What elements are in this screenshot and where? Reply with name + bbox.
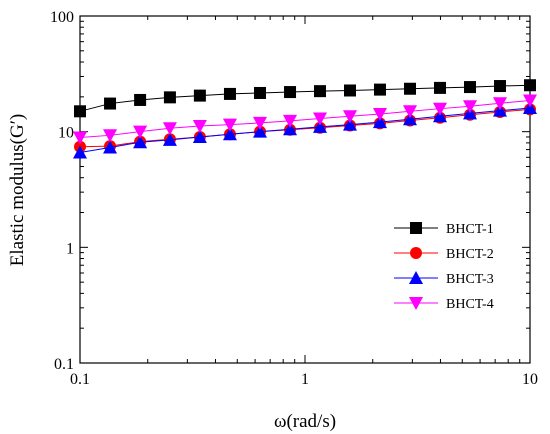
series-line bbox=[79, 107, 531, 154]
x-tick-label: 0.1 bbox=[70, 371, 90, 388]
data-point bbox=[73, 131, 87, 145]
data-point bbox=[104, 97, 117, 110]
data-point bbox=[74, 105, 86, 118]
data-point bbox=[524, 79, 536, 92]
data-point bbox=[222, 127, 237, 141]
data-point bbox=[492, 97, 507, 111]
y-tick-label: 0.1 bbox=[54, 356, 74, 373]
x-tick-label: 10 bbox=[522, 371, 538, 388]
x-axis-label: ω(rad/s) bbox=[274, 411, 336, 432]
data-point bbox=[313, 112, 328, 126]
legend-item: BHCT-2 bbox=[394, 247, 494, 262]
data-point bbox=[493, 80, 506, 93]
ticks: 0.1 1 10 0.1 1 10 100 bbox=[50, 9, 538, 388]
series-line bbox=[79, 84, 531, 112]
data-point bbox=[404, 82, 417, 95]
data-point bbox=[162, 132, 177, 146]
data-point bbox=[133, 135, 148, 149]
legend-item: BHCT-1 bbox=[394, 222, 494, 237]
data-point bbox=[103, 140, 118, 154]
legend-label: BHCT-1 bbox=[446, 222, 494, 237]
data-point bbox=[222, 118, 237, 132]
data-point bbox=[372, 108, 387, 122]
data-point bbox=[133, 125, 148, 139]
y-tick-label: 10 bbox=[58, 125, 74, 142]
data-point bbox=[432, 102, 447, 116]
data-point bbox=[433, 81, 446, 94]
data-point bbox=[344, 84, 357, 97]
x-tick-label: 1 bbox=[301, 371, 309, 388]
data-point bbox=[313, 119, 328, 133]
data-point bbox=[283, 122, 298, 136]
data-point bbox=[284, 86, 297, 99]
legend-marker bbox=[410, 222, 422, 234]
series-line bbox=[79, 108, 531, 148]
data-point bbox=[523, 101, 537, 115]
series-layer bbox=[73, 79, 537, 159]
data-point bbox=[523, 94, 537, 108]
data-point bbox=[163, 91, 176, 104]
data-point bbox=[373, 83, 386, 96]
legend-label: BHCT-2 bbox=[446, 247, 494, 262]
series-line bbox=[79, 99, 531, 139]
data-point bbox=[223, 87, 236, 100]
legend-marker bbox=[410, 247, 422, 259]
legend-label: BHCT-4 bbox=[446, 297, 494, 312]
legend-marker bbox=[409, 297, 423, 310]
data-point bbox=[314, 85, 327, 98]
y-axis-label: Elastic modulus(G′) bbox=[7, 114, 28, 266]
data-point bbox=[432, 109, 447, 123]
data-point bbox=[403, 105, 418, 119]
legend-marker bbox=[409, 271, 423, 284]
legend-item: BHCT-3 bbox=[394, 271, 494, 287]
data-point bbox=[134, 93, 147, 106]
data-point bbox=[463, 100, 478, 114]
legend-item: BHCT-4 bbox=[394, 297, 494, 312]
data-point bbox=[403, 112, 418, 126]
data-point bbox=[103, 129, 118, 143]
data-point bbox=[254, 86, 267, 99]
data-point bbox=[283, 114, 298, 128]
series-bhct-4 bbox=[73, 94, 537, 145]
y-tick-label: 100 bbox=[50, 9, 74, 26]
data-point bbox=[192, 129, 207, 143]
data-point bbox=[343, 110, 358, 124]
data-point bbox=[253, 116, 268, 130]
data-point bbox=[343, 117, 358, 131]
data-point bbox=[464, 81, 477, 94]
legend-label: BHCT-3 bbox=[446, 272, 494, 287]
data-point bbox=[193, 89, 206, 102]
data-point bbox=[372, 115, 387, 129]
y-tick-label: 1 bbox=[66, 240, 74, 257]
legend: BHCT-1 BHCT-2 BHCT-3 BHCT-4 bbox=[394, 222, 494, 312]
data-point bbox=[192, 119, 207, 133]
data-point bbox=[253, 124, 268, 138]
series-bhct-1 bbox=[74, 79, 536, 118]
data-point bbox=[162, 122, 177, 136]
data-point bbox=[73, 145, 87, 159]
